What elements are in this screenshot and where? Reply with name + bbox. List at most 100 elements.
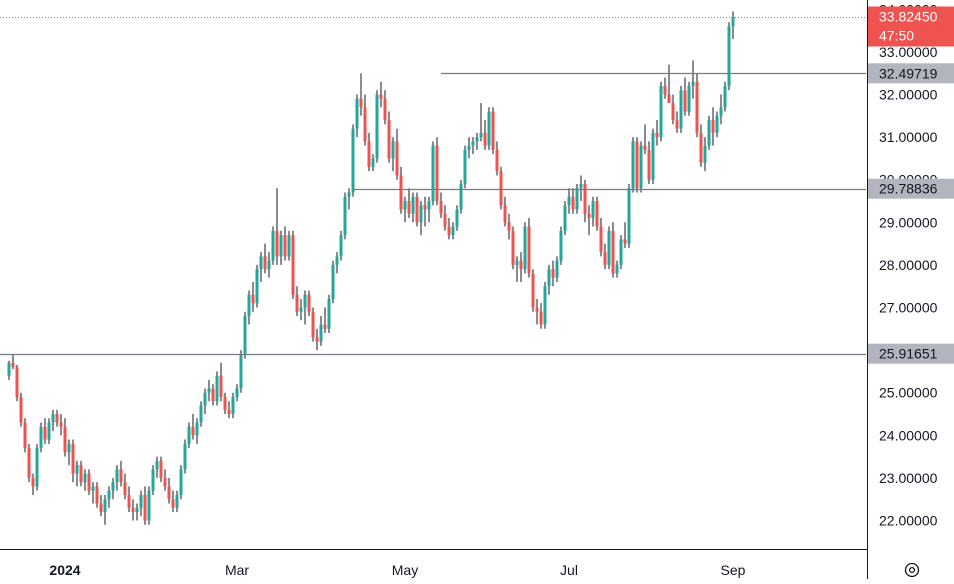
candle[interactable] [399,166,403,214]
candle[interactable] [707,115,711,150]
candle[interactable] [135,503,139,521]
candle[interactable] [683,77,687,116]
candle[interactable] [691,60,695,99]
candle[interactable] [91,482,95,504]
candle[interactable] [427,196,431,223]
candle[interactable] [87,469,91,495]
candle[interactable] [615,260,619,278]
candle[interactable] [591,196,595,227]
candle[interactable] [55,409,59,427]
candle[interactable] [215,371,219,406]
candle[interactable] [347,188,351,210]
candle[interactable] [639,141,643,193]
candle[interactable] [183,439,187,474]
candle[interactable] [491,107,495,155]
candle[interactable] [351,124,355,197]
candle[interactable] [439,192,443,219]
candle[interactable] [583,179,587,223]
candle[interactable] [479,103,483,142]
candle[interactable] [355,94,359,138]
candle[interactable] [403,196,407,223]
candle[interactable] [535,298,539,325]
candle[interactable] [415,192,419,227]
candle[interactable] [447,218,451,240]
candle[interactable] [423,196,427,227]
candle[interactable] [407,188,411,219]
candle[interactable] [551,260,555,287]
candle[interactable] [275,188,279,265]
candle[interactable] [343,192,347,240]
candle[interactable] [239,350,243,393]
candle[interactable] [395,128,399,180]
time-axis[interactable]: 2024 Mar May Jul Sep [0,549,867,579]
candle[interactable] [83,469,87,491]
candle[interactable] [319,316,323,346]
candle[interactable] [179,465,183,500]
candle[interactable] [71,439,75,483]
candle[interactable] [499,166,503,210]
candle[interactable] [51,409,55,432]
candle[interactable] [123,473,127,500]
candle[interactable] [627,183,631,248]
candle[interactable] [455,205,459,231]
candle[interactable] [495,141,499,176]
candle[interactable] [67,439,71,466]
candle[interactable] [79,460,83,487]
candle[interactable] [547,264,551,295]
candle[interactable] [511,226,515,270]
candle[interactable] [191,414,195,440]
candle[interactable] [523,222,527,274]
candle[interactable] [111,477,115,500]
candle[interactable] [419,201,423,236]
candle[interactable] [623,222,627,248]
candle[interactable] [175,490,179,512]
candle[interactable] [711,107,715,146]
candle[interactable] [611,222,615,278]
candle[interactable] [539,303,543,329]
candle[interactable] [503,196,507,227]
candle[interactable] [211,384,215,406]
candle[interactable] [11,354,15,370]
candle[interactable] [327,294,331,334]
price-axis[interactable]: 22.0000023.0000024.0000025.0000026.00000… [867,0,938,579]
candle[interactable] [127,486,131,512]
candle[interactable] [659,81,663,142]
candle[interactable] [303,290,307,325]
candle[interactable] [31,473,35,495]
candle[interactable] [119,460,123,487]
candle[interactable] [531,269,535,312]
candle[interactable] [75,460,79,487]
candle[interactable] [487,107,491,150]
candle[interactable] [411,192,415,223]
candle[interactable] [235,384,239,402]
candle[interactable] [655,120,659,146]
candle[interactable] [207,379,211,402]
candle[interactable] [27,443,31,483]
candle[interactable] [467,137,471,159]
candle[interactable] [595,196,599,231]
candle[interactable] [647,141,651,184]
candle[interactable] [587,205,591,236]
candle[interactable] [619,235,623,270]
candle[interactable] [47,418,51,444]
candle[interactable] [143,486,147,525]
candle[interactable] [663,77,667,99]
candle[interactable] [515,256,519,282]
candle[interactable] [323,307,327,334]
candle[interactable] [715,111,719,138]
candle[interactable] [631,137,635,193]
candle[interactable] [331,260,335,304]
candle[interactable] [379,81,383,108]
candle[interactable] [335,252,339,274]
candle[interactable] [727,22,731,91]
candle[interactable] [39,422,43,453]
candle[interactable] [203,388,207,414]
candle[interactable] [7,360,11,380]
candle[interactable] [163,469,167,491]
candle[interactable] [723,81,727,112]
candle[interactable] [687,81,691,116]
candle[interactable] [283,226,287,261]
candle[interactable] [187,422,191,449]
candle[interactable] [339,230,343,261]
